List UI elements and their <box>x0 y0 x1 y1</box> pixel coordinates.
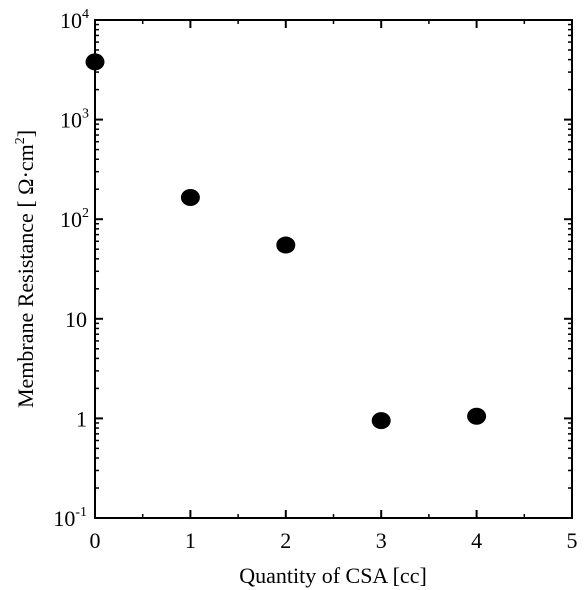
y-tick-label: 104 <box>60 7 89 33</box>
x-tick-label: 3 <box>376 528 387 553</box>
y-tick-label: 10 <box>65 307 87 332</box>
x-axis-label: Quantity of CSA [cc] <box>239 563 427 588</box>
data-point <box>85 53 105 71</box>
y-axis-label-prefix: Membrane Resistance [ <box>13 200 38 408</box>
data-point <box>371 412 391 430</box>
plot-frame <box>94 19 573 519</box>
data-points <box>85 53 487 430</box>
x-tick-label: 4 <box>471 528 482 553</box>
x-tick-label: 2 <box>280 528 291 553</box>
x-tick-labels: 0 1 2 3 4 5 <box>90 528 578 553</box>
y-tick-label: 103 <box>60 107 89 133</box>
y-axis-label-suffix: ] <box>13 130 38 137</box>
data-point <box>467 407 487 425</box>
y-axis-label-unit: Ω·cm <box>13 144 38 200</box>
x-tick-label: 1 <box>185 528 196 553</box>
axis-ticks <box>94 19 573 519</box>
data-point <box>180 189 200 207</box>
y-axis-label-unit-sup: 2 <box>13 137 28 144</box>
x-tick-label: 0 <box>90 528 101 553</box>
y-tick-label: 10-1 <box>53 505 87 531</box>
y-axis-label: Membrane Resistance [ Ω·cm2] <box>13 130 38 408</box>
x-tick-label: 5 <box>567 528 578 553</box>
y-tick-label: 1 <box>76 406 87 431</box>
y-tick-labels: 10-1 1 10 102 103 104 <box>53 7 89 531</box>
y-tick-label: 102 <box>60 206 89 232</box>
data-point <box>276 236 296 254</box>
